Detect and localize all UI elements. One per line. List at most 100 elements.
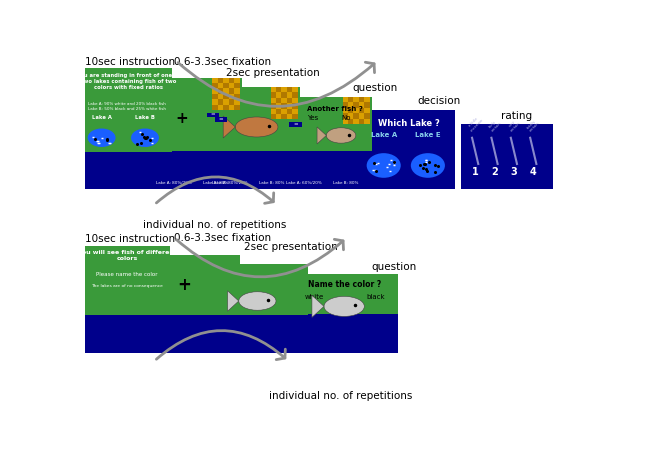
Bar <box>223 94 228 99</box>
Bar <box>359 108 365 113</box>
Bar <box>214 264 307 315</box>
Text: question: question <box>353 83 398 93</box>
Bar <box>365 102 370 108</box>
Bar <box>292 92 297 98</box>
Text: Please name the color: Please name the color <box>96 272 158 277</box>
Text: Lake A: 90% white and 20% black fish
Lake B: 50% black and 25% white fish: Lake A: 90% white and 20% black fish Lak… <box>88 102 165 111</box>
Bar <box>84 246 170 354</box>
Bar <box>208 87 300 151</box>
Bar <box>289 122 301 127</box>
Bar <box>84 68 172 189</box>
Polygon shape <box>228 291 239 311</box>
Ellipse shape <box>131 128 159 147</box>
Bar <box>282 103 287 108</box>
Bar <box>234 78 240 83</box>
Bar <box>292 114 297 119</box>
Text: 1: 1 <box>472 167 479 177</box>
Text: Lake A: Lake A <box>371 131 397 137</box>
Bar <box>270 92 276 98</box>
Bar <box>353 118 359 124</box>
Text: Yes: Yes <box>307 116 318 121</box>
Bar <box>282 87 287 92</box>
Text: Lake B: Lake B <box>135 115 155 120</box>
Bar <box>292 103 297 108</box>
Bar <box>151 255 240 315</box>
Bar <box>348 97 353 102</box>
Bar <box>305 103 365 146</box>
Text: decision: decision <box>418 96 461 106</box>
Polygon shape <box>223 116 235 138</box>
Text: You are standing in front of one of
two lakes containing fish of two
colors with: You are standing in front of one of two … <box>77 73 180 90</box>
Bar <box>353 113 359 118</box>
Text: No: No <box>342 116 351 121</box>
Bar <box>359 118 365 124</box>
Text: 0.6-3.3sec fixation: 0.6-3.3sec fixation <box>175 57 272 67</box>
Bar <box>359 113 365 118</box>
Text: Another fish ?: Another fish ? <box>307 106 363 112</box>
Bar <box>287 103 292 108</box>
Bar <box>218 78 223 83</box>
Bar <box>84 68 172 152</box>
Ellipse shape <box>324 296 365 316</box>
Bar <box>223 83 228 88</box>
Text: Lake B: 80%: Lake B: 80% <box>259 181 284 185</box>
Bar <box>291 274 398 353</box>
Text: 4: 4 <box>530 167 537 177</box>
Bar <box>283 97 372 151</box>
Bar <box>270 87 276 92</box>
Text: The lakes are of no consequence: The lakes are of no consequence <box>91 284 163 288</box>
Bar <box>348 118 353 124</box>
Text: rating: rating <box>501 111 533 121</box>
Bar <box>282 108 287 114</box>
Bar <box>343 118 348 124</box>
Bar <box>218 88 223 94</box>
Bar <box>353 108 359 113</box>
Bar <box>214 117 227 122</box>
Bar <box>353 97 359 102</box>
Text: Lake A: 80%/20%: Lake A: 80%/20% <box>212 181 248 185</box>
Text: 10sec instruction: 10sec instruction <box>86 57 175 67</box>
Bar <box>234 99 240 105</box>
Text: +: + <box>176 111 189 126</box>
Bar <box>212 88 218 94</box>
Ellipse shape <box>367 153 401 178</box>
Bar <box>282 98 287 103</box>
Text: Name the color ?: Name the color ? <box>307 280 380 289</box>
Bar <box>234 88 240 94</box>
Bar <box>223 105 228 110</box>
Bar <box>218 99 223 105</box>
Text: =: = <box>293 122 297 127</box>
Bar <box>228 83 234 88</box>
Text: =: = <box>218 117 223 122</box>
Bar <box>228 94 234 99</box>
Bar <box>228 78 234 83</box>
Bar <box>276 87 282 92</box>
Bar <box>343 113 348 118</box>
Bar <box>207 113 219 117</box>
Text: 2sec presentation: 2sec presentation <box>244 243 338 253</box>
Bar <box>348 102 353 108</box>
Ellipse shape <box>235 117 278 137</box>
Text: 3: 3 <box>511 167 517 177</box>
Text: individual no. of repetitions: individual no. of repetitions <box>269 391 412 401</box>
Bar <box>208 87 300 189</box>
Bar <box>365 108 370 113</box>
Bar <box>212 78 218 83</box>
Bar <box>287 92 292 98</box>
Bar <box>353 102 359 108</box>
Text: a little
uncertain: a little uncertain <box>466 115 484 133</box>
Ellipse shape <box>411 153 445 178</box>
Bar <box>276 114 282 119</box>
Bar <box>228 105 234 110</box>
Bar <box>270 108 276 114</box>
Bar <box>212 83 218 88</box>
Bar <box>276 103 282 108</box>
Bar <box>228 88 234 94</box>
Bar <box>365 118 370 124</box>
Bar <box>282 92 287 98</box>
Text: totally
certain: totally certain <box>526 118 540 133</box>
Bar <box>153 78 242 151</box>
Ellipse shape <box>88 128 116 147</box>
Bar <box>287 98 292 103</box>
Text: Lake E: Lake E <box>415 131 441 137</box>
